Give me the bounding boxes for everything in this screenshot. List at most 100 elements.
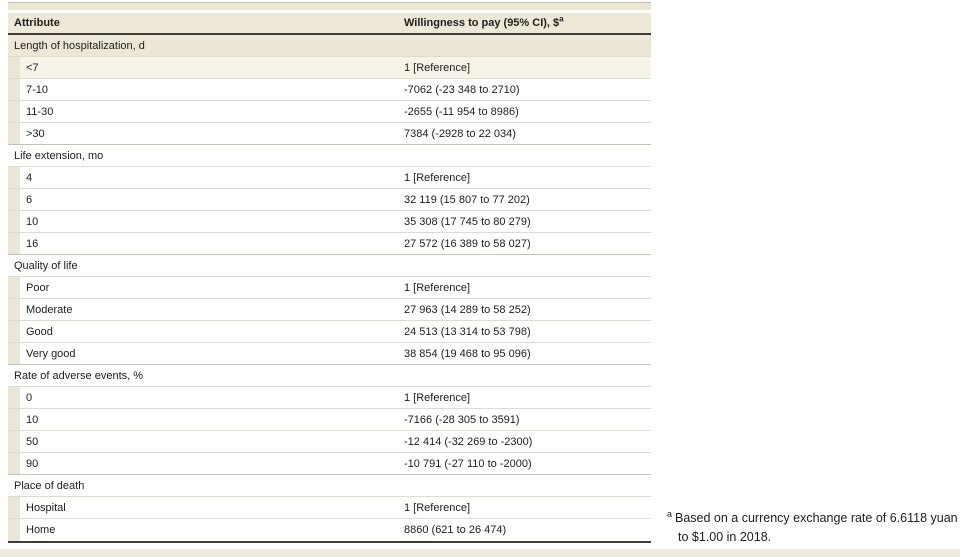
indent-marker — [8, 233, 20, 254]
data-row: Poor 1 [Reference] — [8, 277, 651, 299]
data-row: 0 1 [Reference] — [8, 387, 651, 409]
row-value: 38 854 (19 468 to 95 096) — [404, 347, 531, 360]
row-value: -2655 (-11 954 to 8986) — [404, 105, 519, 118]
table-title-strip-remnant — [8, 3, 651, 10]
data-row: 6 32 119 (15 807 to 77 202) — [8, 189, 651, 211]
column-header-willingness: Willingness to pay (95% CI), $a — [404, 14, 651, 29]
indent-marker — [8, 519, 20, 541]
row-label: 4 — [26, 171, 33, 184]
row-value: 1 [Reference] — [404, 391, 471, 404]
row-label: 10 — [26, 215, 39, 228]
wtp-table: Attribute Willingness to pay (95% CI), $… — [8, 2, 651, 543]
row-label: <7 — [26, 61, 39, 74]
row-value: -7062 (-23 348 to 2710) — [404, 83, 520, 96]
footnote: a Based on a currency exchange rate of 6.… — [666, 509, 958, 547]
header-footnote-marker: a — [559, 14, 564, 24]
row-label: Moderate — [26, 303, 73, 316]
row-label: Good — [26, 325, 53, 338]
row-value: 24 513 (13 314 to 53 798) — [404, 325, 531, 338]
row-value: 35 308 (17 745 to 80 279) — [404, 215, 531, 228]
indent-marker — [8, 101, 20, 122]
data-row: 7-10 -7062 (-23 348 to 2710) — [8, 79, 651, 101]
data-row: >30 7384 (-2928 to 22 034) — [8, 123, 651, 145]
indent-marker — [8, 387, 20, 408]
data-row: 16 27 572 (16 389 to 58 027) — [8, 233, 651, 255]
section-value — [404, 365, 651, 386]
row-label: 16 — [26, 237, 39, 250]
indent-marker — [8, 167, 20, 188]
indent-marker — [8, 79, 20, 100]
indent-marker — [8, 211, 20, 232]
section-label: Rate of adverse events, % — [14, 369, 144, 382]
indent-marker — [8, 497, 20, 518]
section-label: Quality of life — [14, 259, 78, 272]
row-label: 6 — [26, 193, 33, 206]
data-row: Home 8860 (621 to 26 474) — [8, 519, 651, 541]
row-value: 27 963 (14 289 to 58 252) — [404, 303, 531, 316]
table-header-row: Attribute Willingness to pay (95% CI), $… — [8, 13, 651, 35]
page-bottom-strip — [0, 549, 960, 557]
data-row: <7 1 [Reference] — [8, 57, 651, 79]
table-body: Length of hospitalization, d <7 1 [Refer… — [8, 35, 651, 543]
indent-marker — [8, 277, 20, 298]
section-row: Place of death — [8, 475, 651, 497]
indent-marker — [8, 453, 20, 474]
row-label: 7-10 — [26, 83, 49, 96]
data-row: 10 -7166 (-28 305 to 3591) — [8, 409, 651, 431]
section-value — [404, 35, 651, 56]
row-value: 1 [Reference] — [404, 501, 471, 514]
row-value: -12 414 (-32 269 to -2300) — [404, 435, 533, 448]
footnote-text: Based on a currency exchange rate of 6.6… — [675, 511, 958, 544]
column-header-attribute: Attribute — [14, 17, 60, 29]
row-label: 50 — [26, 435, 39, 448]
row-value: 1 [Reference] — [404, 171, 471, 184]
data-row: Good 24 513 (13 314 to 53 798) — [8, 321, 651, 343]
row-value: 1 [Reference] — [404, 61, 471, 74]
data-row: Moderate 27 963 (14 289 to 58 252) — [8, 299, 651, 321]
row-label: 11-30 — [26, 105, 54, 118]
row-value: 7384 (-2928 to 22 034) — [404, 127, 516, 140]
indent-marker — [8, 189, 20, 210]
indent-marker — [8, 321, 20, 342]
row-label: Very good — [26, 347, 76, 360]
section-label: Place of death — [14, 479, 85, 492]
row-label: 0 — [26, 391, 33, 404]
data-row: 10 35 308 (17 745 to 80 279) — [8, 211, 651, 233]
section-row: Life extension, mo — [8, 145, 651, 167]
row-value: -7166 (-28 305 to 3591) — [404, 413, 520, 426]
row-value: -10 791 (-27 110 to -2000) — [404, 457, 532, 470]
data-row: 4 1 [Reference] — [8, 167, 651, 189]
indent-marker — [8, 409, 20, 430]
row-label: 90 — [26, 457, 39, 470]
section-value — [404, 255, 651, 276]
indent-marker — [8, 299, 20, 320]
row-value: 8860 (621 to 26 474) — [404, 524, 507, 536]
row-label: Home — [26, 524, 56, 536]
section-row: Quality of life — [8, 255, 651, 277]
footnote-marker: a — [667, 508, 673, 519]
row-value: 27 572 (16 389 to 58 027) — [404, 237, 531, 250]
section-label: Length of hospitalization, d — [14, 39, 145, 52]
data-row: 50 -12 414 (-32 269 to -2300) — [8, 431, 651, 453]
data-row: Very good 38 854 (19 468 to 95 096) — [8, 343, 651, 365]
header-gap — [8, 10, 651, 13]
row-value: 32 119 (15 807 to 77 202) — [404, 193, 530, 206]
section-value — [404, 475, 651, 496]
data-row: 11-30 -2655 (-11 954 to 8986) — [8, 101, 651, 123]
indent-marker — [8, 343, 20, 364]
section-row: Length of hospitalization, d — [8, 35, 651, 57]
indent-marker — [8, 431, 20, 452]
row-label: Hospital — [26, 501, 66, 514]
indent-marker — [8, 123, 20, 144]
data-row: Hospital 1 [Reference] — [8, 497, 651, 519]
section-row: Rate of adverse events, % — [8, 365, 651, 387]
column-header-willingness-label: Willingness to pay (95% CI), $ — [404, 17, 560, 29]
section-value — [404, 145, 651, 166]
row-value: 1 [Reference] — [404, 281, 471, 294]
data-row: 90 -10 791 (-27 110 to -2000) — [8, 453, 651, 475]
row-label: >30 — [26, 127, 45, 140]
row-label: 10 — [26, 413, 39, 426]
table-top-rule — [8, 2, 651, 3]
indent-marker — [8, 57, 20, 78]
row-label: Poor — [26, 281, 50, 294]
